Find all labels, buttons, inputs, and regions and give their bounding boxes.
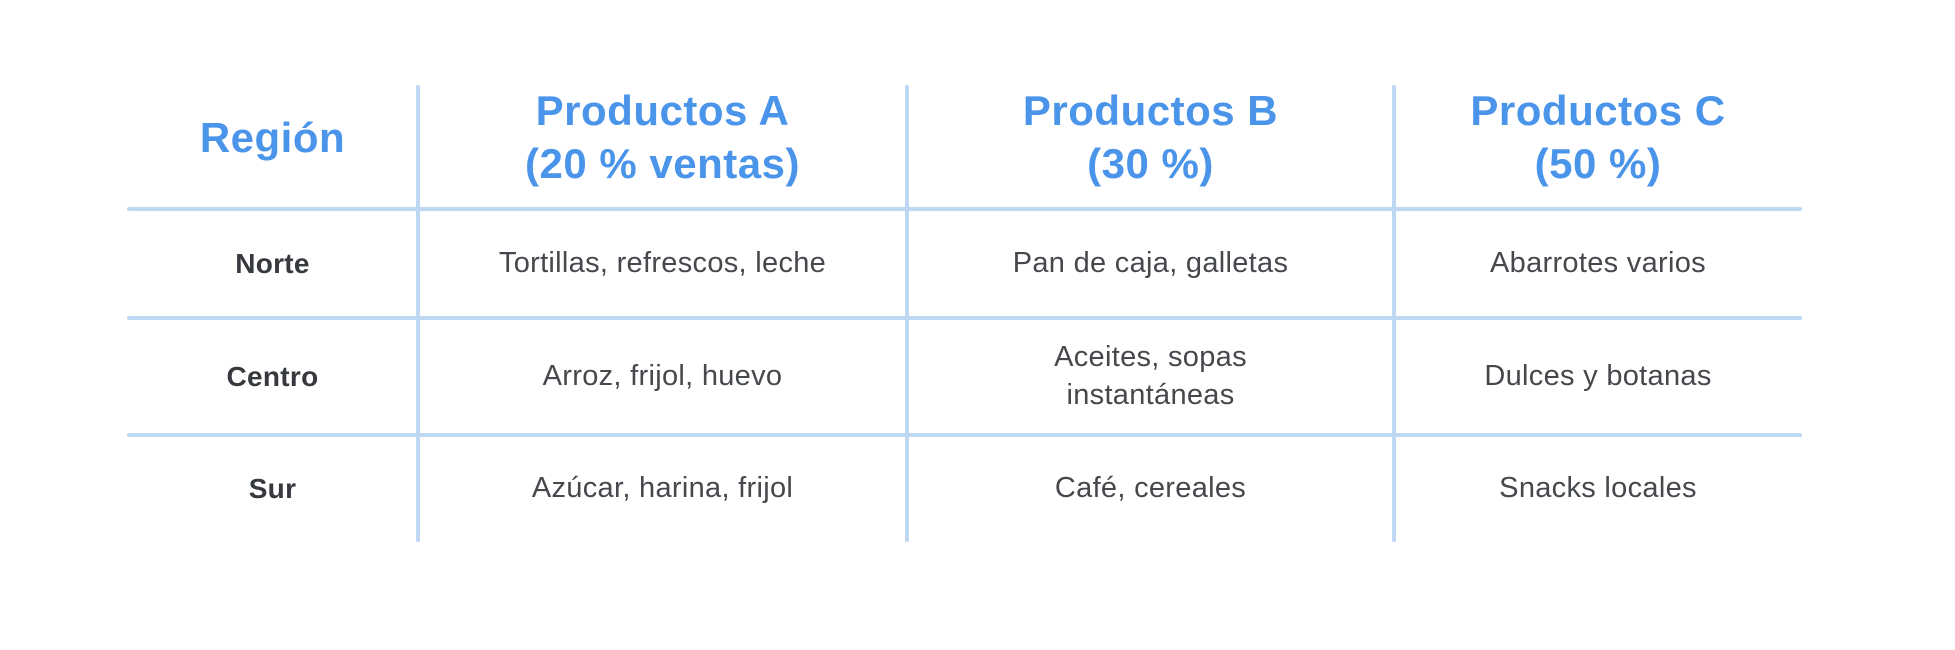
header-cell-productos-b: Productos B (30 %)	[907, 85, 1394, 209]
vertical-grid-line-1	[416, 85, 420, 542]
row-label-centro: Centro	[226, 360, 319, 392]
header-cell-productos-c: Productos C (50 %)	[1394, 85, 1802, 209]
header-label-productos-c: Productos C (50 %)	[1470, 87, 1726, 187]
header-label-region: Región	[199, 113, 346, 161]
horizontal-grid-line-3	[127, 433, 1802, 437]
cell-centro-productos-a: Arroz, frijol, huevo	[542, 359, 783, 392]
cell-norte-productos-a: Tortillas, refrescos, leche	[498, 246, 827, 279]
cell-norte-productos-b: Pan de caja, galletas	[1012, 246, 1289, 279]
cell-sur-productos-b: Café, cereales	[1054, 471, 1247, 504]
horizontal-grid-line-2	[127, 316, 1802, 320]
vertical-grid-line-3	[1392, 85, 1396, 542]
header-cell-region: Región	[127, 85, 418, 209]
cell-norte-productos-c: Abarrotes varios	[1490, 246, 1706, 279]
cell-sur-productos-c: Snacks locales	[1499, 471, 1697, 504]
cell-centro-productos-c: Dulces y botanas	[1484, 359, 1712, 392]
header-label-productos-b: Productos B (30 %)	[1022, 87, 1279, 187]
row-label-sur: Sur	[248, 472, 297, 504]
products-by-region-table: Región Productos A (20 % ventas) Product…	[127, 85, 1802, 542]
vertical-grid-line-2	[905, 85, 909, 542]
horizontal-grid-line-1	[127, 207, 1802, 211]
header-label-productos-a: Productos A (20 % ventas)	[525, 87, 800, 187]
row-label-norte: Norte	[235, 247, 310, 279]
cell-sur-productos-a: Azúcar, harina, frijol	[531, 471, 794, 504]
cell-centro-productos-b: Aceites, sopas instantáneas	[1054, 340, 1247, 411]
table-grid: Región Productos A (20 % ventas) Product…	[127, 85, 1802, 542]
header-cell-productos-a: Productos A (20 % ventas)	[418, 85, 907, 209]
